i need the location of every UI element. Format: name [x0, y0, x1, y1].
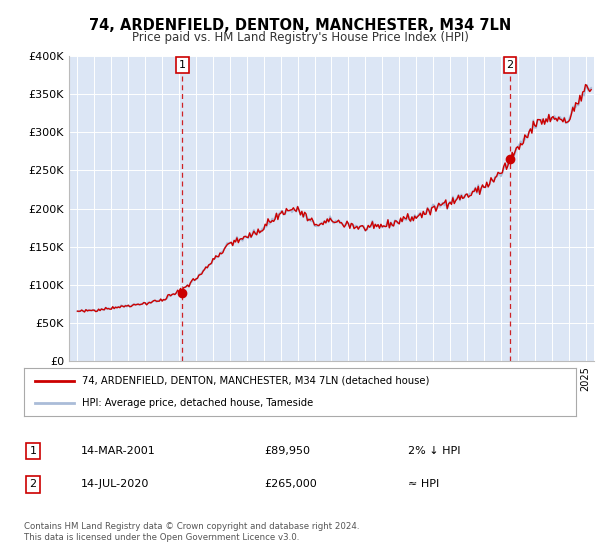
Text: 14-JUL-2020: 14-JUL-2020 — [81, 479, 149, 489]
Text: 2: 2 — [506, 60, 514, 70]
Text: 2: 2 — [29, 479, 37, 489]
Text: Price paid vs. HM Land Registry's House Price Index (HPI): Price paid vs. HM Land Registry's House … — [131, 31, 469, 44]
Text: HPI: Average price, detached house, Tameside: HPI: Average price, detached house, Tame… — [82, 398, 313, 408]
Text: 2% ↓ HPI: 2% ↓ HPI — [408, 446, 461, 456]
Text: 1: 1 — [29, 446, 37, 456]
Text: This data is licensed under the Open Government Licence v3.0.: This data is licensed under the Open Gov… — [24, 533, 299, 542]
Text: ≈ HPI: ≈ HPI — [408, 479, 439, 489]
Text: Contains HM Land Registry data © Crown copyright and database right 2024.: Contains HM Land Registry data © Crown c… — [24, 522, 359, 531]
Text: £265,000: £265,000 — [264, 479, 317, 489]
Text: 1: 1 — [179, 60, 186, 70]
Text: £89,950: £89,950 — [264, 446, 310, 456]
Text: 14-MAR-2001: 14-MAR-2001 — [81, 446, 156, 456]
Text: 74, ARDENFIELD, DENTON, MANCHESTER, M34 7LN: 74, ARDENFIELD, DENTON, MANCHESTER, M34 … — [89, 18, 511, 33]
Text: 74, ARDENFIELD, DENTON, MANCHESTER, M34 7LN (detached house): 74, ARDENFIELD, DENTON, MANCHESTER, M34 … — [82, 376, 430, 386]
